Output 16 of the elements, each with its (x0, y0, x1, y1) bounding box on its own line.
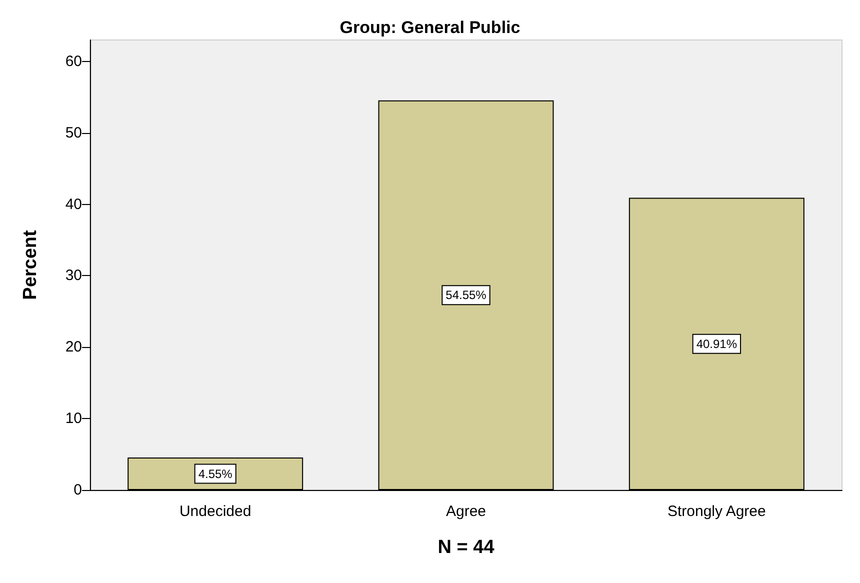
y-axis-title: Percent (20, 229, 41, 300)
y-tick-label: 50 (65, 124, 82, 142)
x-tick-label: Strongly Agree (667, 503, 766, 520)
y-tick-label: 0 (74, 482, 82, 498)
data-label: 40.91% (696, 336, 738, 351)
y-tick-label: 40 (65, 196, 82, 213)
x-axis-title: N = 44 (438, 537, 495, 558)
y-tick-label: 30 (65, 267, 82, 284)
data-label: 54.55% (446, 288, 487, 302)
chart-title: Group: General Public (340, 18, 520, 37)
y-tick-label: 60 (65, 52, 82, 70)
data-label: 4.55% (198, 466, 233, 481)
x-tick-label: Agree (446, 503, 486, 520)
y-tick-label: 10 (65, 410, 82, 428)
x-tick-label: Undecided (179, 503, 252, 520)
y-tick-label: 20 (65, 338, 82, 356)
